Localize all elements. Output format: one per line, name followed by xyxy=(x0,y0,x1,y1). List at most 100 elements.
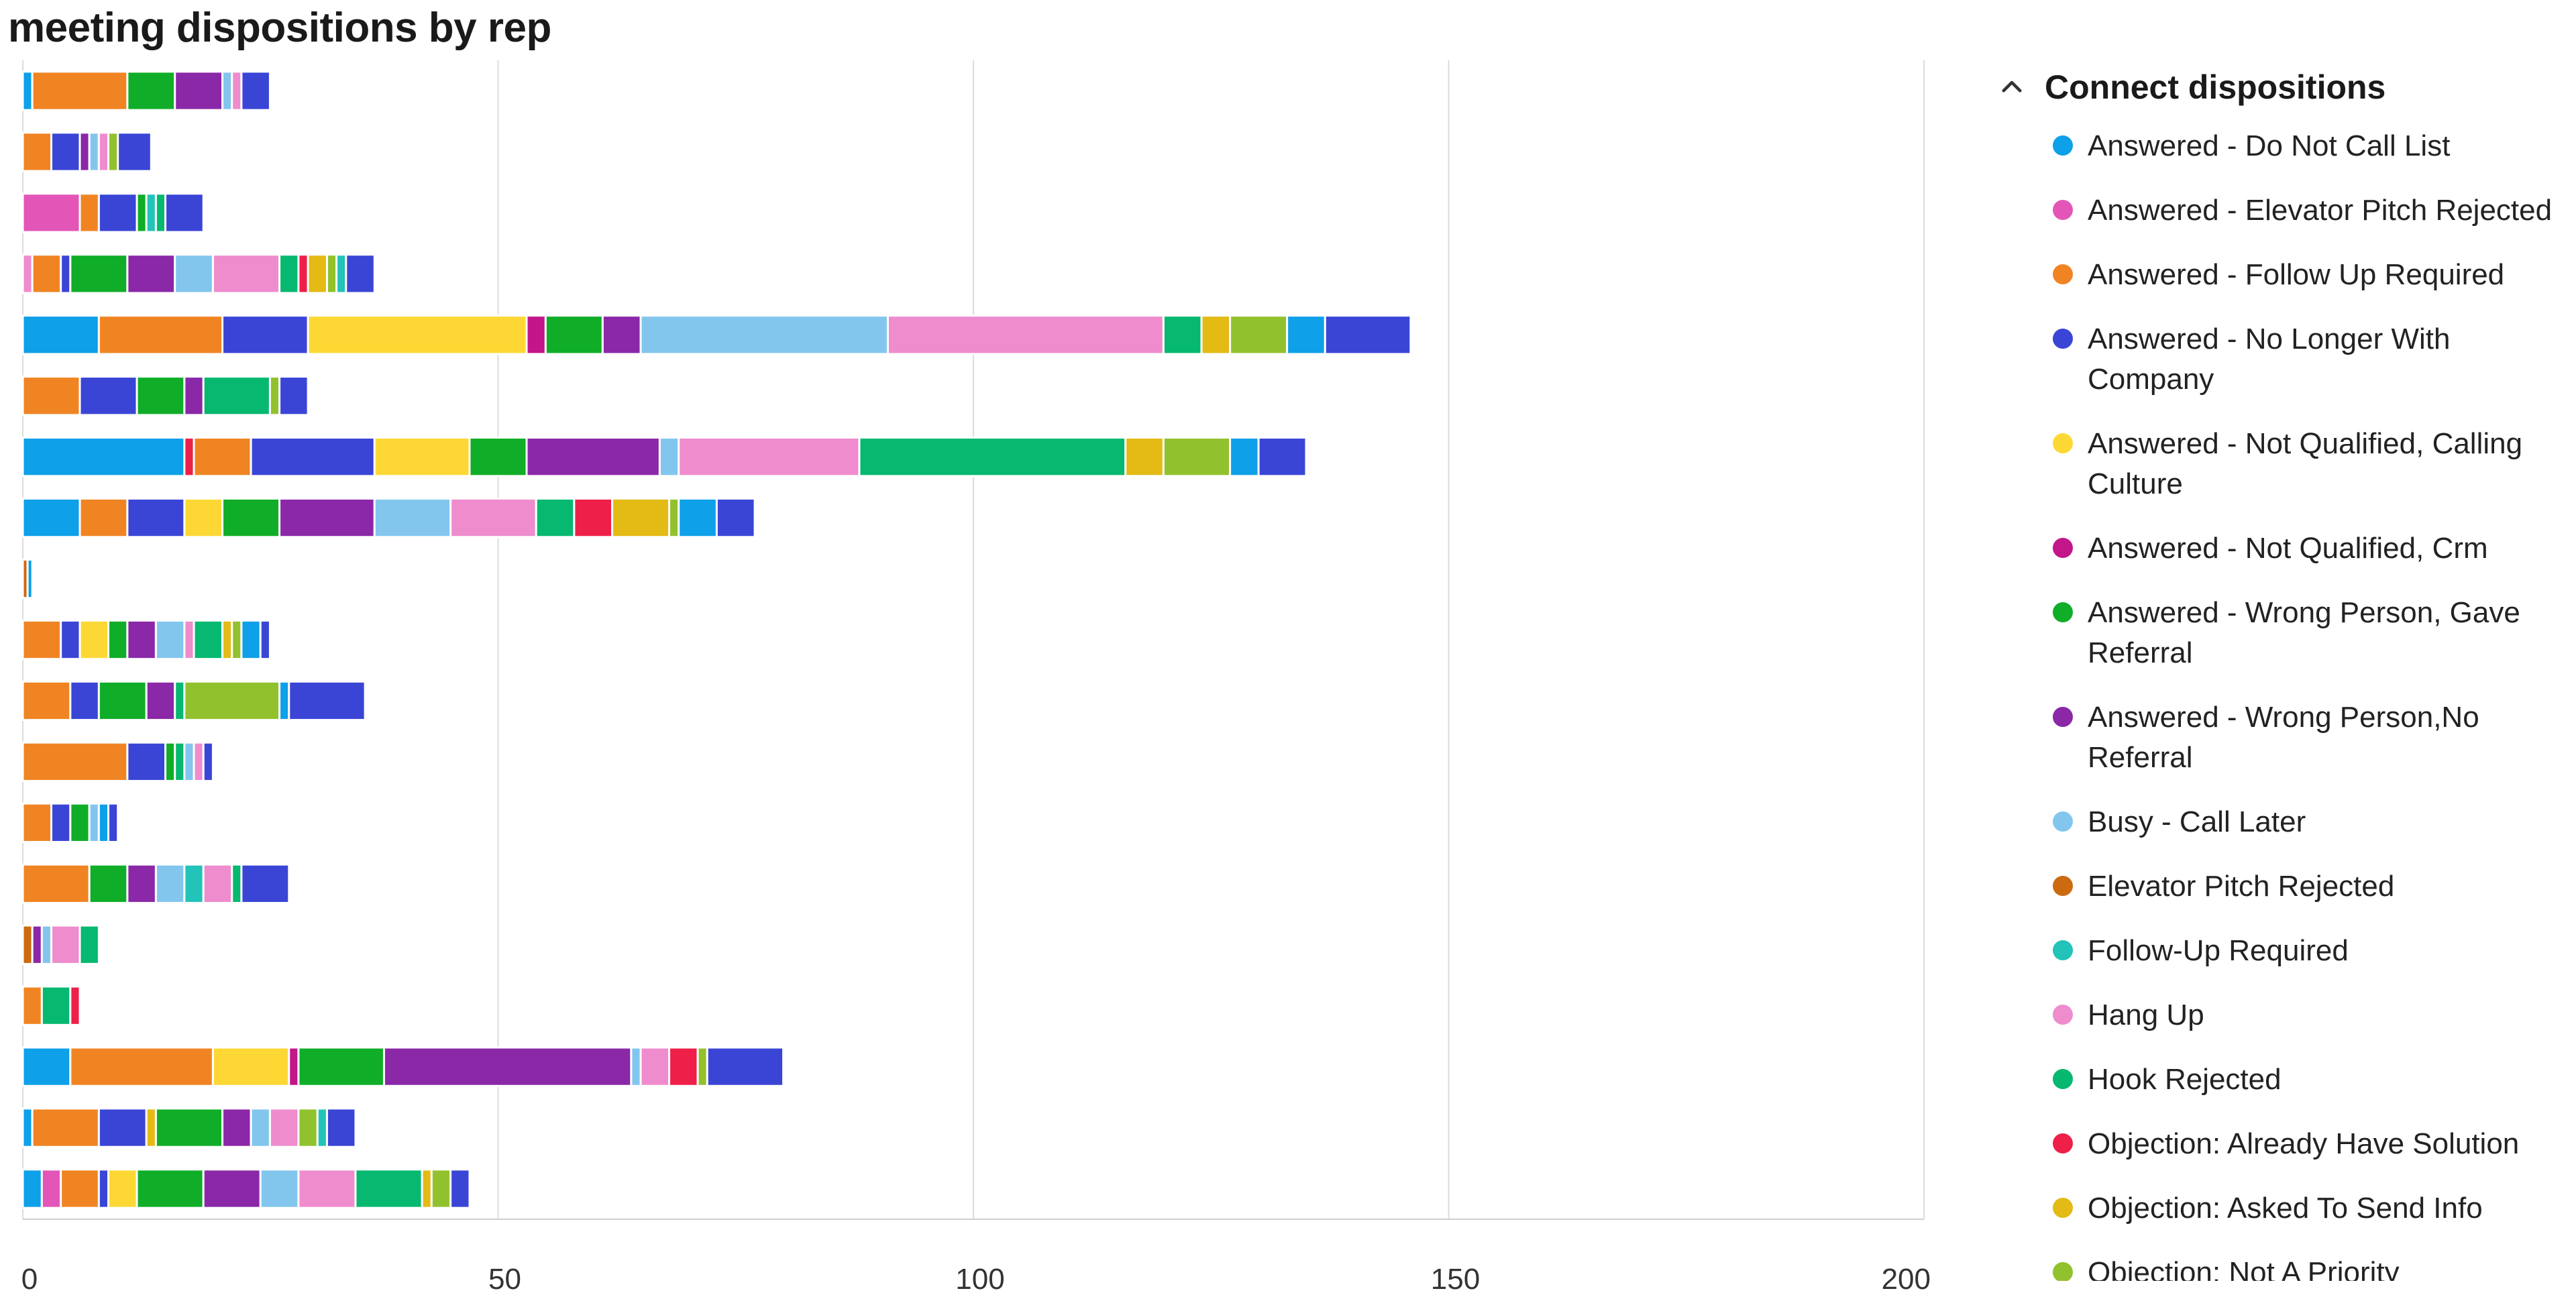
bar-segment[interactable] xyxy=(78,497,129,539)
bar-segment[interactable] xyxy=(174,680,186,722)
bar-segment[interactable] xyxy=(78,619,110,661)
bar-segment[interactable] xyxy=(21,1046,72,1087)
bar-segment[interactable] xyxy=(136,376,186,416)
bar-segment[interactable] xyxy=(1200,315,1232,355)
chevron-up-icon[interactable] xyxy=(1998,73,2026,101)
bar-10[interactable] xyxy=(21,680,366,722)
bar-4[interactable] xyxy=(21,315,1412,355)
bar-segment[interactable] xyxy=(26,558,34,600)
bar-segment[interactable] xyxy=(325,1107,357,1148)
bar-segment[interactable] xyxy=(240,619,262,661)
bar-segment[interactable] xyxy=(145,192,157,233)
bar-segment[interactable] xyxy=(221,315,309,355)
bar-segment[interactable] xyxy=(1162,315,1203,355)
bar-segment[interactable] xyxy=(40,924,53,965)
bar-segment[interactable] xyxy=(21,619,62,661)
bar-14[interactable] xyxy=(21,924,100,965)
bar-segment[interactable] xyxy=(325,253,338,294)
bar-segment[interactable] xyxy=(183,437,195,477)
bar-segment[interactable] xyxy=(164,192,205,233)
bar-segment[interactable] xyxy=(240,70,271,111)
bar-segment[interactable] xyxy=(50,802,72,843)
legend-item[interactable]: Objection: Already Have Solution xyxy=(1992,1124,2563,1164)
bar-segment[interactable] xyxy=(668,1046,699,1087)
bar-segment[interactable] xyxy=(221,619,233,661)
bar-segment[interactable] xyxy=(97,131,110,172)
bar-segment[interactable] xyxy=(69,680,100,722)
bar-segment[interactable] xyxy=(250,437,376,477)
bar-12[interactable] xyxy=(21,802,119,843)
bar-segment[interactable] xyxy=(886,315,1165,355)
bar-segment[interactable] xyxy=(69,253,129,294)
bar-segment[interactable] xyxy=(678,497,718,539)
legend-item[interactable]: Answered - Follow Up Required xyxy=(1992,255,2563,295)
bar-segment[interactable] xyxy=(107,1168,138,1209)
bar-segment[interactable] xyxy=(630,1046,642,1087)
legend-item[interactable]: Hang Up xyxy=(1992,995,2563,1035)
bar-segment[interactable] xyxy=(354,1168,423,1209)
bar-segment[interactable] xyxy=(601,315,642,355)
bar-segment[interactable] xyxy=(297,1168,357,1209)
legend-item[interactable]: Busy - Call Later xyxy=(1992,802,2563,842)
bar-segment[interactable] xyxy=(136,192,148,233)
bar-segment[interactable] xyxy=(278,376,309,416)
bar-segment[interactable] xyxy=(573,497,614,539)
bar-segment[interactable] xyxy=(60,253,72,294)
bar-segment[interactable] xyxy=(307,315,528,355)
legend-item[interactable]: Answered - Not Qualified, Calling Cultur… xyxy=(1992,424,2563,504)
bar-segment[interactable] xyxy=(221,1107,252,1148)
bar-segment[interactable] xyxy=(297,253,309,294)
bar-segment[interactable] xyxy=(21,192,81,233)
bar-segment[interactable] xyxy=(31,1107,100,1148)
bar-segment[interactable] xyxy=(382,1046,633,1087)
bar-segment[interactable] xyxy=(21,741,129,783)
bar-segment[interactable] xyxy=(1324,315,1412,355)
bar-segment[interactable] xyxy=(154,1107,224,1148)
bar-16[interactable] xyxy=(21,1046,785,1087)
bar-8[interactable] xyxy=(21,558,34,600)
bar-segment[interactable] xyxy=(468,437,528,477)
bar-segment[interactable] xyxy=(250,1107,271,1148)
bar-segment[interactable] xyxy=(154,619,186,661)
bar-segment[interactable] xyxy=(183,619,195,661)
bar-segment[interactable] xyxy=(1162,437,1232,477)
bar-segment[interactable] xyxy=(183,863,205,904)
bar-segment[interactable] xyxy=(259,619,271,661)
bar-segment[interactable] xyxy=(97,802,110,843)
bar-segment[interactable] xyxy=(449,1168,471,1209)
bar-segment[interactable] xyxy=(193,437,252,477)
bar-segment[interactable] xyxy=(21,924,34,965)
bar-segment[interactable] xyxy=(193,619,224,661)
bar-segment[interactable] xyxy=(97,192,138,233)
bar-segment[interactable] xyxy=(21,437,186,477)
legend-item[interactable]: Answered - Not Qualified, Crm xyxy=(1992,528,2563,569)
bar-segment[interactable] xyxy=(1286,315,1326,355)
bar-segment[interactable] xyxy=(658,437,680,477)
bar-segment[interactable] xyxy=(858,437,1127,477)
legend-item[interactable]: Answered - No Longer With Company xyxy=(1992,319,2563,400)
bar-segment[interactable] xyxy=(639,315,889,355)
bar-segment[interactable] xyxy=(373,497,452,539)
bar-segment[interactable] xyxy=(706,1046,785,1087)
bar-15[interactable] xyxy=(21,985,81,1026)
bar-segment[interactable] xyxy=(69,985,81,1026)
bar-segment[interactable] xyxy=(297,1107,319,1148)
bar-segment[interactable] xyxy=(430,1168,452,1209)
bar-segment[interactable] xyxy=(78,131,91,172)
bar-segment[interactable] xyxy=(21,131,53,172)
bar-segment[interactable] xyxy=(40,985,72,1026)
bar-segment[interactable] xyxy=(126,619,157,661)
bar-7[interactable] xyxy=(21,497,756,539)
bar-segment[interactable] xyxy=(117,131,152,172)
bar-segment[interactable] xyxy=(297,1046,385,1087)
bar-segment[interactable] xyxy=(60,619,81,661)
bar-segment[interactable] xyxy=(278,253,300,294)
bar-segment[interactable] xyxy=(154,192,167,233)
bar-segment[interactable] xyxy=(668,497,680,539)
bar-segment[interactable] xyxy=(525,315,547,355)
bar-segment[interactable] xyxy=(31,70,129,111)
bar-segment[interactable] xyxy=(202,863,233,904)
bar-segment[interactable] xyxy=(97,1168,110,1209)
bar-segment[interactable] xyxy=(107,131,119,172)
bar-segment[interactable] xyxy=(183,680,281,722)
